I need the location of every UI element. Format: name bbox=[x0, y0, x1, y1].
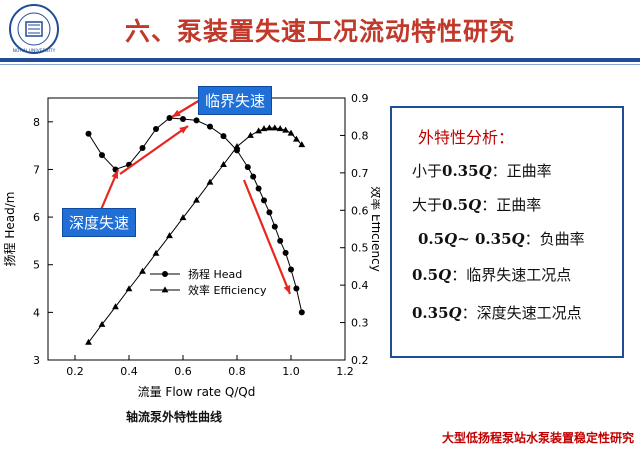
x-tick-label: 1.2 bbox=[336, 365, 354, 378]
y-left-tick-label: 8 bbox=[33, 116, 40, 129]
efficiency-point bbox=[193, 196, 200, 203]
efficiency-point bbox=[255, 127, 262, 134]
y-left-tick-label: 4 bbox=[33, 306, 40, 319]
pump-characteristic-chart: 0.2 0.4 0.6 0.8 1.0 1.2 3 4 5 6 7 8 0.2 0.3 0.4 0.5 0.6 0… bbox=[2, 92, 380, 399]
efficiency-point bbox=[247, 131, 254, 138]
head-point bbox=[255, 185, 262, 192]
efficiency-point bbox=[112, 303, 119, 310]
legend-efficiency-marker bbox=[161, 286, 169, 293]
header-divider bbox=[0, 58, 640, 62]
y-left-tick-label: 7 bbox=[33, 163, 40, 176]
efficiency-point bbox=[139, 267, 146, 274]
rising-head-arrow-head bbox=[179, 126, 188, 134]
falling-head-arrow bbox=[242, 179, 292, 295]
efficiency-point bbox=[206, 178, 214, 185]
head-point bbox=[85, 130, 92, 137]
y-left-tick-label: 5 bbox=[33, 259, 40, 272]
analysis-box: 外特性分析： 小于0.35Q：正曲率 大于0.5Q：正曲率 0.5Q~ 0.35… bbox=[390, 106, 624, 358]
efficiency-point bbox=[298, 141, 306, 148]
y-right-tick-label: 0.6 bbox=[351, 204, 369, 217]
x-tick-label: 0.2 bbox=[66, 365, 84, 378]
head-point bbox=[99, 152, 105, 159]
analysis-line: 0.5Q：临界失速工况点 bbox=[412, 266, 572, 284]
deep-stall-arrow-head bbox=[111, 170, 118, 179]
x-tick-label: 0.4 bbox=[120, 365, 138, 378]
slide-title: 六、泵装置失速工况流动特性研究 bbox=[124, 17, 515, 46]
y-right-tick-label: 0.7 bbox=[351, 167, 369, 180]
y-left-tick-label: 6 bbox=[33, 211, 40, 224]
legend-efficiency-label: 效率 Efficiency bbox=[188, 283, 267, 297]
head-point bbox=[298, 309, 305, 316]
x-tick-label: 0.8 bbox=[228, 365, 246, 378]
head-point bbox=[139, 145, 146, 152]
analysis-title: 外特性分析： bbox=[418, 128, 515, 147]
x-tick-label: 1.0 bbox=[282, 365, 300, 378]
header-divider-thin bbox=[0, 64, 640, 65]
logo-text: NOHAI UNIVERSITY bbox=[13, 48, 56, 54]
efficiency-point bbox=[233, 143, 241, 150]
head-point bbox=[220, 133, 227, 140]
head-point bbox=[261, 197, 267, 204]
efficiency-point bbox=[276, 125, 284, 132]
analysis-line: 0.35Q：深度失速工况点 bbox=[412, 304, 582, 322]
efficiency-point bbox=[152, 249, 160, 256]
efficiency-point bbox=[98, 320, 106, 327]
head-point bbox=[266, 209, 273, 216]
slide-footer: 大型低扬程泵站水泵装置稳定性研究 bbox=[441, 431, 634, 445]
analysis-line: 小于0.35Q：正曲率 bbox=[412, 162, 552, 180]
head-point bbox=[153, 125, 159, 132]
rising-head-arrow bbox=[119, 125, 189, 175]
deep-stall-label: 深度失速 bbox=[62, 208, 137, 237]
plot-frame bbox=[47, 97, 346, 361]
analysis-line: 0.5Q~ 0.35Q：负曲率 bbox=[418, 230, 585, 248]
y-right-tick-label: 0.9 bbox=[351, 92, 369, 105]
head-point bbox=[293, 285, 300, 292]
efficiency-point bbox=[287, 129, 295, 136]
slide-header: NOHAI UNIVERSITY 六、泵装置失速工况流动特性研究 bbox=[0, 0, 640, 56]
university-logo-icon: NOHAI UNIVERSITY bbox=[9, 4, 59, 54]
head-point bbox=[250, 173, 257, 180]
y-right-tick-label: 0.2 bbox=[351, 354, 369, 367]
efficiency-point bbox=[179, 214, 187, 221]
head-point bbox=[271, 223, 278, 230]
legend-head-label: 扬程 Head bbox=[188, 267, 242, 281]
y-left-tick-label: 3 bbox=[33, 354, 40, 367]
x-tick-label: 0.6 bbox=[174, 365, 192, 378]
legend-head-marker bbox=[162, 271, 168, 277]
y-right-tick-label: 0.4 bbox=[351, 279, 369, 292]
head-point bbox=[193, 117, 200, 124]
y-right-tick-label: 0.5 bbox=[351, 242, 369, 255]
y-right-tick-label: 0.8 bbox=[351, 129, 369, 142]
efficiency-point bbox=[282, 126, 289, 133]
head-point bbox=[207, 123, 213, 130]
head-point bbox=[282, 249, 289, 256]
y-left-axis-label: 扬程 Head/m bbox=[2, 192, 17, 267]
head-point bbox=[244, 164, 251, 171]
efficiency-point bbox=[125, 285, 133, 292]
chart-caption: 轴流泵外特性曲线 bbox=[126, 410, 223, 424]
y-right-axis-label: 效率 Efficiency bbox=[369, 186, 380, 272]
efficiency-point bbox=[166, 232, 173, 239]
analysis-line: 大于0.5Q：正曲率 bbox=[412, 196, 542, 214]
y-right-tick-label: 0.3 bbox=[351, 317, 369, 330]
head-point bbox=[288, 266, 294, 273]
efficiency-point bbox=[260, 125, 268, 132]
head-point bbox=[277, 237, 284, 244]
efficiency-point bbox=[220, 161, 227, 168]
critical-stall-arrow-head bbox=[172, 109, 181, 117]
falling-head-arrow-head bbox=[283, 285, 291, 294]
head-point bbox=[166, 115, 173, 122]
critical-stall-label: 临界失速 bbox=[198, 86, 273, 115]
head-point bbox=[180, 115, 186, 122]
efficiency-point bbox=[85, 338, 92, 345]
efficiency-point bbox=[293, 135, 300, 142]
x-axis-label: 流量 Flow rate Q/Qd bbox=[138, 385, 256, 399]
efficiency-line bbox=[88, 127, 303, 343]
efficiency-point bbox=[271, 124, 279, 131]
efficiency-point bbox=[266, 124, 273, 131]
